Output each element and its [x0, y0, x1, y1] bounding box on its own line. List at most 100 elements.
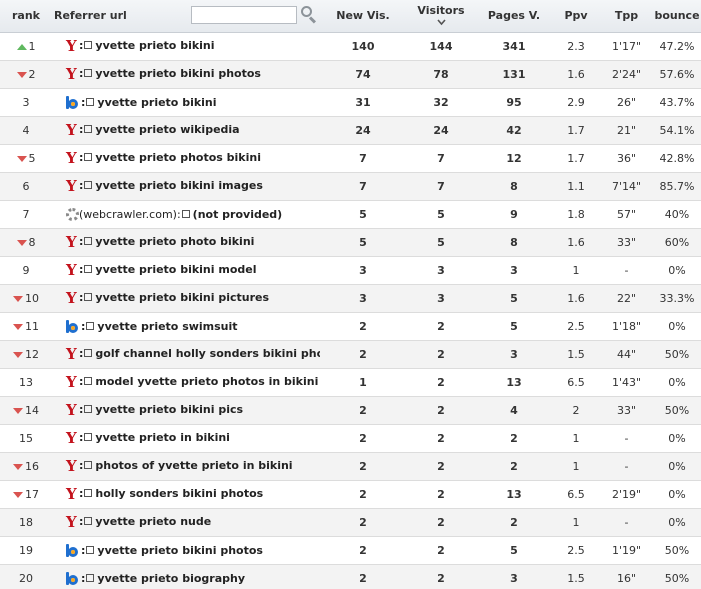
- referrer-separator: :: [81, 571, 86, 585]
- referrer-cell: Y: yvette prieto bikini photos: [52, 60, 320, 89]
- external-link-icon[interactable]: [84, 433, 93, 441]
- external-link-icon[interactable]: [84, 69, 93, 77]
- yahoo-icon: Y: [66, 37, 77, 55]
- referrer-separator: :: [81, 319, 86, 333]
- tpp-cell: 1'43": [600, 368, 653, 397]
- referrer-keyword-link[interactable]: yvette prieto bikini photos: [97, 543, 263, 557]
- ppv-cell: 2.5: [552, 312, 600, 341]
- referrer-cell: Y: yvette prieto bikini pictures: [52, 284, 320, 313]
- external-link-icon[interactable]: [84, 153, 93, 161]
- rank-value: 3: [22, 95, 30, 109]
- bounce-cell: 54.1%: [653, 116, 701, 145]
- referrer-keyword-link[interactable]: model yvette prieto photos in bikini: [95, 375, 319, 388]
- referrer-keyword-link[interactable]: holly sonders bikini photos: [95, 487, 264, 500]
- referrer-keyword-link[interactable]: yvette prieto bikini: [95, 39, 215, 52]
- referrer-search-input[interactable]: [191, 6, 297, 24]
- rank-cell: 13: [0, 368, 52, 397]
- column-header-bounce[interactable]: bounce: [653, 0, 701, 33]
- bounce-cell: 43.7%: [653, 88, 701, 117]
- column-header-pages-viewed[interactable]: Pages V.: [476, 0, 552, 33]
- tpp-cell: 33": [600, 396, 653, 425]
- external-link-icon[interactable]: [84, 349, 93, 357]
- external-link-icon[interactable]: [86, 97, 95, 106]
- referrer-keyword-link[interactable]: yvette prieto photos bikini: [95, 151, 261, 164]
- referrer-keyword-link[interactable]: yvette prieto bikini photos: [95, 67, 261, 80]
- external-link-icon[interactable]: [84, 517, 93, 525]
- new-visits-cell: 2: [320, 452, 406, 481]
- table-row: 3: yvette prieto bikini 31 32 95 2.9 26" 43.7%: [0, 88, 701, 117]
- external-link-icon[interactable]: [86, 573, 95, 582]
- external-link-icon[interactable]: [86, 545, 95, 554]
- external-link-icon[interactable]: [84, 181, 93, 189]
- rank-cell: 16: [0, 452, 52, 481]
- new-visits-cell: 2: [320, 480, 406, 509]
- referrer-keyword-link[interactable]: yvette prieto swimsuit: [97, 319, 238, 333]
- external-link-icon[interactable]: [84, 125, 93, 133]
- referrer-keyword-link[interactable]: yvette prieto bikini pics: [95, 403, 244, 416]
- visitors-cell: 2: [406, 480, 476, 509]
- tpp-cell: 7'14": [600, 172, 653, 201]
- pages-viewed-cell: 13: [476, 480, 552, 509]
- referrer-keyword-link[interactable]: yvette prieto bikini model: [95, 263, 257, 276]
- rank-cell: 9: [0, 256, 52, 285]
- new-visits-cell: 7: [320, 144, 406, 173]
- new-visits-cell: 2: [320, 564, 406, 589]
- column-header-referrer[interactable]: Referrer url: [52, 0, 320, 33]
- referrer-separator: :: [81, 95, 86, 109]
- external-link-icon[interactable]: [84, 377, 93, 385]
- external-link-icon[interactable]: [84, 461, 93, 469]
- referrer-cell: Y: yvette prieto bikini images: [52, 172, 320, 201]
- rank-cell: 19: [0, 536, 52, 565]
- column-header-visitors[interactable]: Visitors: [406, 0, 476, 33]
- yahoo-icon: Y: [66, 233, 77, 251]
- ppv-cell: 1: [552, 256, 600, 285]
- referrer-keyword-link[interactable]: golf channel holly sonders bikini photos: [95, 347, 320, 360]
- column-header-ppv[interactable]: Ppv: [552, 0, 600, 33]
- column-header-new-visits[interactable]: New Vis.: [320, 0, 406, 33]
- external-link-icon[interactable]: [181, 209, 190, 218]
- referrer-keyword-link[interactable]: yvette prieto photo bikini: [95, 235, 255, 248]
- tpp-cell: 1'19": [600, 536, 653, 565]
- new-visits-cell: 3: [320, 256, 406, 285]
- referrer-keyword-link[interactable]: yvette prieto bikini pictures: [95, 291, 270, 304]
- referrer-keyword-link[interactable]: yvette prieto in bikini: [95, 431, 230, 444]
- referrer-keyword-link[interactable]: yvette prieto wikipedia: [95, 123, 240, 136]
- referrer-keyword-link[interactable]: yvette prieto bikini images: [95, 179, 263, 192]
- new-visits-cell: 2: [320, 312, 406, 341]
- new-visits-cell: 2: [320, 508, 406, 537]
- visitors-cell: 24: [406, 116, 476, 145]
- rank-cell: 6: [0, 172, 52, 201]
- gear-icon: [66, 207, 79, 221]
- search-icon[interactable]: [301, 6, 317, 24]
- column-header-rank[interactable]: rank: [0, 0, 52, 33]
- tpp-cell: 2'24": [600, 60, 653, 89]
- visitors-cell: 144: [406, 32, 476, 61]
- new-visits-cell: 7: [320, 172, 406, 201]
- referrer-keyword-link[interactable]: yvette prieto biography: [97, 571, 245, 585]
- ppv-cell: 6.5: [552, 368, 600, 397]
- referrer-keyword-link[interactable]: yvette prieto bikini: [97, 95, 217, 109]
- external-link-icon[interactable]: [84, 237, 93, 245]
- yahoo-icon: Y: [66, 429, 77, 447]
- bing-icon: [66, 543, 80, 557]
- tpp-cell: -: [600, 256, 653, 285]
- referrer-separator: :: [79, 403, 84, 416]
- bounce-cell: 33.3%: [653, 284, 701, 313]
- pages-viewed-cell: 8: [476, 172, 552, 201]
- external-link-icon[interactable]: [86, 321, 95, 330]
- external-link-icon[interactable]: [84, 293, 93, 301]
- referrer-keyword-link[interactable]: photos of yvette prieto in bikini: [95, 459, 293, 472]
- external-link-icon[interactable]: [84, 265, 93, 273]
- referrer-keyword-link[interactable]: yvette prieto nude: [95, 515, 212, 528]
- external-link-icon[interactable]: [84, 489, 93, 497]
- column-header-tpp[interactable]: Tpp: [600, 0, 653, 33]
- referrer-keyword-link[interactable]: (not provided): [192, 207, 283, 221]
- referrer-cell: : yvette prieto bikini photos: [52, 536, 320, 565]
- external-link-icon[interactable]: [84, 41, 93, 49]
- external-link-icon[interactable]: [84, 405, 93, 413]
- bounce-cell: 50%: [653, 340, 701, 369]
- referrer-separator: :: [79, 515, 84, 528]
- rank-value: 20: [19, 571, 33, 585]
- rank-value: 17: [25, 487, 39, 501]
- new-visits-cell: 5: [320, 200, 406, 229]
